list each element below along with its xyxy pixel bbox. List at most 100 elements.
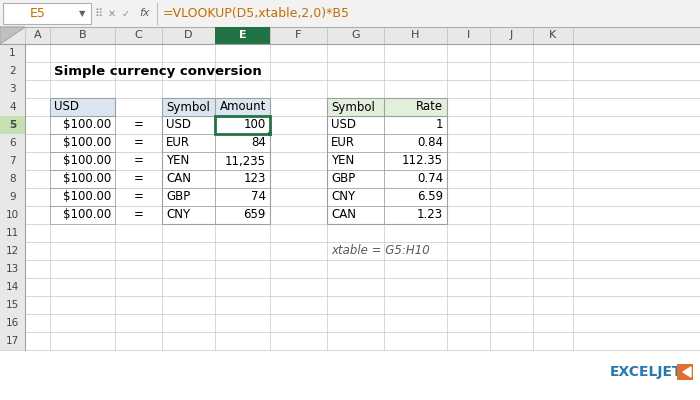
Bar <box>0 62 25 80</box>
Text: Rate: Rate <box>416 100 443 114</box>
Bar <box>677 364 693 380</box>
Text: 5: 5 <box>9 120 16 130</box>
Text: =: = <box>134 118 143 132</box>
Text: 7: 7 <box>9 156 16 166</box>
Bar <box>215 27 270 44</box>
Text: E: E <box>239 30 246 40</box>
Text: $100.00: $100.00 <box>63 118 111 132</box>
Bar <box>0 260 25 278</box>
Bar <box>50 134 115 152</box>
Polygon shape <box>683 367 691 377</box>
Text: 1.23: 1.23 <box>417 208 443 222</box>
Text: I: I <box>467 30 470 40</box>
Text: ▼: ▼ <box>78 10 85 18</box>
Bar <box>50 206 115 224</box>
Text: USD: USD <box>331 118 356 132</box>
Text: GBP: GBP <box>166 190 190 204</box>
Bar <box>50 170 115 188</box>
Text: G: G <box>351 30 360 40</box>
Text: 8: 8 <box>9 174 16 184</box>
Text: 11,235: 11,235 <box>225 154 266 168</box>
Bar <box>0 242 25 260</box>
Text: 74: 74 <box>251 190 266 204</box>
Text: Symbol: Symbol <box>331 100 375 114</box>
Text: 3: 3 <box>9 84 16 94</box>
Text: USD: USD <box>54 100 79 114</box>
Text: K: K <box>550 30 556 40</box>
Text: YEN: YEN <box>331 154 354 168</box>
Text: $100.00: $100.00 <box>63 136 111 150</box>
Text: CAN: CAN <box>331 208 356 222</box>
Text: YEN: YEN <box>166 154 189 168</box>
Text: =: = <box>134 172 143 186</box>
Text: ⠿: ⠿ <box>94 8 102 18</box>
Bar <box>0 224 25 242</box>
Bar <box>0 80 25 98</box>
Text: E5: E5 <box>30 7 46 20</box>
Text: USD: USD <box>166 118 191 132</box>
Bar <box>0 278 25 296</box>
Bar <box>162 98 270 116</box>
Text: J: J <box>510 30 513 40</box>
Text: 123: 123 <box>244 172 266 186</box>
Text: GBP: GBP <box>331 172 355 186</box>
Text: B: B <box>78 30 86 40</box>
Bar <box>50 98 115 116</box>
Text: EXCELJET: EXCELJET <box>610 365 682 379</box>
Bar <box>0 296 25 314</box>
Text: 1: 1 <box>435 118 443 132</box>
Bar <box>0 332 25 350</box>
Text: $100.00: $100.00 <box>63 154 111 168</box>
Text: ✕: ✕ <box>108 8 116 18</box>
Text: Simple currency conversion: Simple currency conversion <box>54 64 262 78</box>
Text: =VLOOKUP(D5,xtable,2,0)*B5: =VLOOKUP(D5,xtable,2,0)*B5 <box>163 7 350 20</box>
Text: A: A <box>34 30 41 40</box>
Text: CNY: CNY <box>331 190 355 204</box>
Text: 11: 11 <box>6 228 19 238</box>
Bar <box>162 98 270 224</box>
Bar <box>50 188 115 206</box>
Text: EUR: EUR <box>331 136 355 150</box>
Text: CAN: CAN <box>166 172 191 186</box>
Bar <box>0 98 25 116</box>
Text: 100: 100 <box>244 118 266 132</box>
Text: =: = <box>134 136 143 150</box>
Bar <box>0 44 25 62</box>
Text: 112.35: 112.35 <box>402 154 443 168</box>
Text: =: = <box>134 190 143 204</box>
Text: 14: 14 <box>6 282 19 292</box>
Bar <box>0 188 25 206</box>
Text: 0.84: 0.84 <box>417 136 443 150</box>
Text: =: = <box>134 208 143 222</box>
Text: C: C <box>134 30 142 40</box>
Text: $100.00: $100.00 <box>63 208 111 222</box>
Text: CNY: CNY <box>166 208 190 222</box>
Text: 15: 15 <box>6 300 19 310</box>
Text: 17: 17 <box>6 336 19 346</box>
Text: xtable = G5:H10: xtable = G5:H10 <box>331 244 430 258</box>
Text: EUR: EUR <box>166 136 190 150</box>
Text: ✓: ✓ <box>122 8 130 18</box>
Text: 13: 13 <box>6 264 19 274</box>
Text: Amount: Amount <box>220 100 266 114</box>
Text: 6.59: 6.59 <box>417 190 443 204</box>
Text: 2: 2 <box>9 66 16 76</box>
Text: fx: fx <box>140 8 150 18</box>
Text: 659: 659 <box>244 208 266 222</box>
Text: Symbol: Symbol <box>166 100 210 114</box>
Bar <box>50 116 115 134</box>
Text: =: = <box>134 154 143 168</box>
Text: F: F <box>295 30 302 40</box>
Text: 0.74: 0.74 <box>417 172 443 186</box>
Bar <box>0 152 25 170</box>
Bar <box>0 116 25 134</box>
Text: 12: 12 <box>6 246 19 256</box>
Bar <box>0 0 700 27</box>
Bar <box>268 132 272 136</box>
Bar <box>327 98 447 224</box>
Bar <box>0 206 25 224</box>
Bar <box>215 116 270 134</box>
Text: 9: 9 <box>9 192 16 202</box>
Bar <box>50 152 115 170</box>
Text: 16: 16 <box>6 318 19 328</box>
